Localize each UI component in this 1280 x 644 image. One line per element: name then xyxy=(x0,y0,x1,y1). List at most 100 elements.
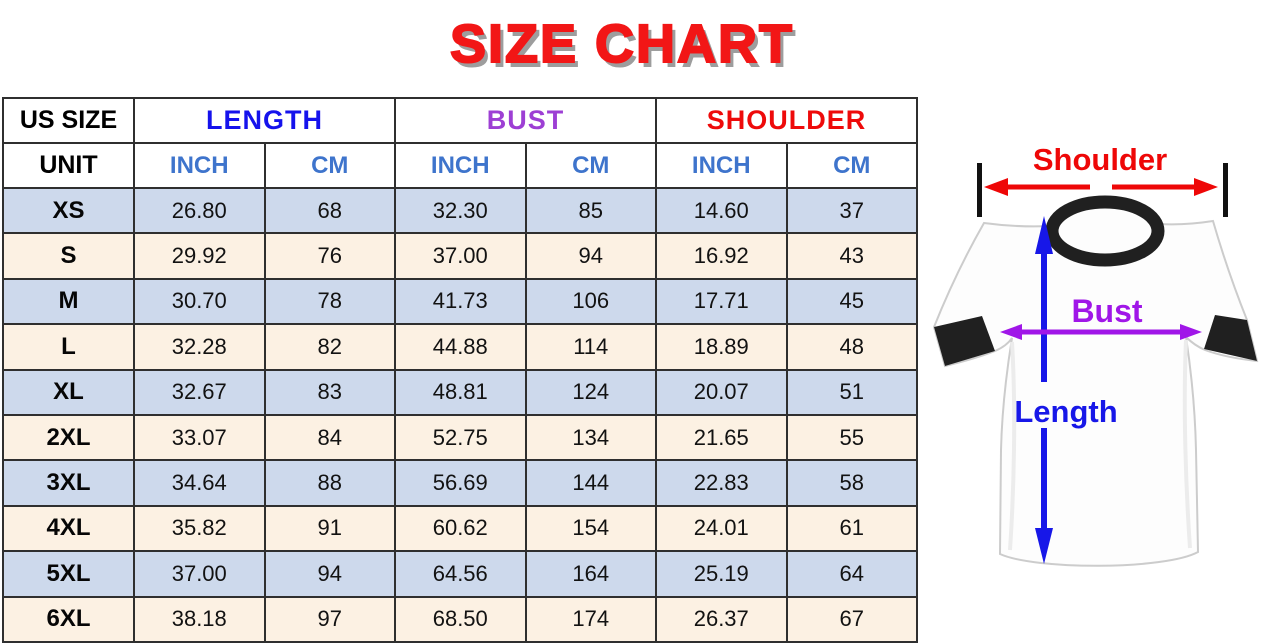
value-cell: 64 xyxy=(785,550,918,598)
value-cell: 114 xyxy=(524,323,657,371)
bust-arrow-left-head xyxy=(1000,324,1022,340)
size-row-2xl: 2XL 33.07 84 52.75 134 21.65 55 xyxy=(2,413,918,462)
value-cell: 124 xyxy=(524,368,657,416)
group-header-row: US SIZE LENGTH BUST SHOULDER xyxy=(2,97,918,144)
value-cell: 61 xyxy=(785,504,918,553)
value-cell: 37 xyxy=(785,186,918,235)
shoulder-label: Shoulder xyxy=(1033,142,1167,177)
value-cell: 41.73 xyxy=(394,277,527,326)
corner-cell-us-size: US SIZE xyxy=(2,97,135,144)
value-cell: 67 xyxy=(785,595,918,644)
bust-label: Bust xyxy=(1071,293,1142,329)
value-cell: 97 xyxy=(263,595,396,644)
value-cell: 48.81 xyxy=(394,368,527,416)
group-header-shoulder: SHOULDER xyxy=(655,97,918,144)
size-label-cell: 6XL xyxy=(2,595,135,644)
size-row-l: L 32.28 82 44.88 114 18.89 48 xyxy=(2,323,918,371)
unit-label-cell: UNIT xyxy=(2,142,135,189)
group-header-length: LENGTH xyxy=(133,97,396,144)
value-cell: 94 xyxy=(524,232,657,280)
value-cell: 37.00 xyxy=(133,550,266,598)
tshirt-left-cuff xyxy=(934,316,995,366)
shoulder-right-tick xyxy=(1223,163,1228,217)
tshirt-collar xyxy=(1045,195,1165,267)
value-cell: 51 xyxy=(785,368,918,416)
size-row-6xl: 6XL 38.18 97 68.50 174 26.37 67 xyxy=(2,595,918,644)
value-cell: 106 xyxy=(524,277,657,326)
tshirt-right-cuff xyxy=(1204,315,1257,361)
size-label-cell: L xyxy=(2,323,135,371)
unit-header-row: UNIT INCH CM INCH CM INCH CM xyxy=(2,142,918,189)
value-cell: 34.64 xyxy=(133,459,266,507)
size-label-cell: 5XL xyxy=(2,550,135,598)
unit-header-4: INCH xyxy=(655,142,788,189)
value-cell: 84 xyxy=(263,413,396,462)
size-label-cell: XS xyxy=(2,186,135,235)
value-cell: 32.30 xyxy=(394,186,527,235)
value-cell: 85 xyxy=(524,186,657,235)
bust-measure: Bust xyxy=(1000,293,1202,340)
value-cell: 52.75 xyxy=(394,413,527,462)
value-cell: 58 xyxy=(785,459,918,507)
length-arrow-bottom-head xyxy=(1035,528,1053,564)
value-cell: 37.00 xyxy=(394,232,527,280)
group-header-bust: BUST xyxy=(394,97,657,144)
value-cell: 76 xyxy=(263,232,396,280)
value-cell: 134 xyxy=(524,413,657,462)
value-cell: 83 xyxy=(263,368,396,416)
value-cell: 18.89 xyxy=(655,323,788,371)
size-label-cell: 3XL xyxy=(2,459,135,507)
unit-header-1: CM xyxy=(263,142,396,189)
page-title: SIZE CHART xyxy=(449,13,794,75)
value-cell: 21.65 xyxy=(655,413,788,462)
value-cell: 35.82 xyxy=(133,504,266,553)
value-cell: 82 xyxy=(263,323,396,371)
value-cell: 60.62 xyxy=(394,504,527,553)
value-cell: 164 xyxy=(524,550,657,598)
unit-header-0: INCH xyxy=(133,142,266,189)
value-cell: 91 xyxy=(263,504,396,553)
unit-header-2: INCH xyxy=(394,142,527,189)
value-cell: 55 xyxy=(785,413,918,462)
value-cell: 38.18 xyxy=(133,595,266,644)
tshirt-shading xyxy=(1008,339,1192,551)
size-label-cell: XL xyxy=(2,368,135,416)
value-cell: 33.07 xyxy=(133,413,266,462)
value-cell: 25.19 xyxy=(655,550,788,598)
size-label-cell: 4XL xyxy=(2,504,135,553)
shoulder-arrow-right-head xyxy=(1194,178,1218,196)
size-row-xs: XS 26.80 68 32.30 85 14.60 37 xyxy=(2,186,918,235)
value-cell: 144 xyxy=(524,459,657,507)
unit-header-5: CM xyxy=(785,142,918,189)
value-cell: 32.67 xyxy=(133,368,266,416)
size-row-5xl: 5XL 37.00 94 64.56 164 25.19 64 xyxy=(2,550,918,598)
value-cell: 16.92 xyxy=(655,232,788,280)
size-label-cell: 2XL xyxy=(2,413,135,462)
shoulder-arrow-left-head xyxy=(984,178,1008,196)
value-cell: 24.01 xyxy=(655,504,788,553)
unit-header-3: CM xyxy=(524,142,657,189)
value-cell: 14.60 xyxy=(655,186,788,235)
value-cell: 45 xyxy=(785,277,918,326)
size-row-s: S 29.92 76 37.00 94 16.92 43 xyxy=(2,232,918,280)
value-cell: 30.70 xyxy=(133,277,266,326)
value-cell: 44.88 xyxy=(394,323,527,371)
value-cell: 56.69 xyxy=(394,459,527,507)
value-cell: 78 xyxy=(263,277,396,326)
size-label-cell: S xyxy=(2,232,135,280)
value-cell: 88 xyxy=(263,459,396,507)
value-cell: 68.50 xyxy=(394,595,527,644)
value-cell: 32.28 xyxy=(133,323,266,371)
value-cell: 94 xyxy=(263,550,396,598)
value-cell: 26.37 xyxy=(655,595,788,644)
value-cell: 29.92 xyxy=(133,232,266,280)
value-cell: 174 xyxy=(524,595,657,644)
size-row-xl: XL 32.67 83 48.81 124 20.07 51 xyxy=(2,368,918,416)
value-cell: 48 xyxy=(785,323,918,371)
value-cell: 154 xyxy=(524,504,657,553)
shoulder-left-tick xyxy=(977,163,982,217)
value-cell: 20.07 xyxy=(655,368,788,416)
value-cell: 17.71 xyxy=(655,277,788,326)
size-row-m: M 30.70 78 41.73 106 17.71 45 xyxy=(2,277,918,326)
